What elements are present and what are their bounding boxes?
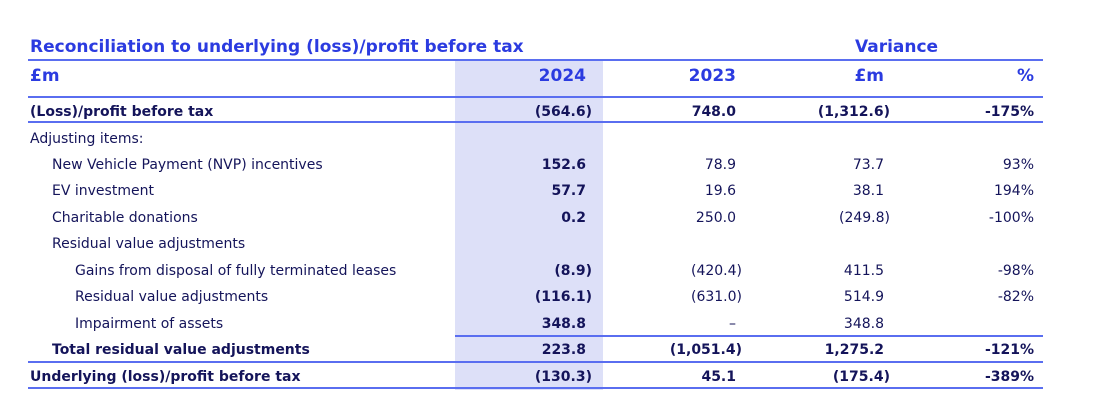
row-label: (Loss)/profit before tax (30, 104, 214, 120)
table-title-row: Reconciliation to underlying (loss)/prof… (0, 34, 1095, 60)
table-title: Reconciliation to underlying (loss)/prof… (30, 37, 524, 57)
variance-pct: -121% (984, 342, 1034, 358)
value-2024: (8.9) (554, 263, 592, 279)
variance-pct: -175% (984, 104, 1034, 120)
value-2023: 45.1 (701, 369, 736, 385)
value-2023: 748.0 (691, 104, 736, 120)
variance-m: 1,275.2 (824, 342, 884, 358)
row-label: Impairment of assets (75, 316, 224, 332)
value-2024: (116.1) (534, 289, 592, 305)
variance-m: 411.5 (843, 263, 884, 279)
variance-m: (249.8) (838, 210, 890, 226)
value-2023: 78.9 (704, 157, 736, 173)
divider (28, 361, 1043, 363)
variance-pct: 93% (1002, 157, 1034, 173)
unit-header: £m (30, 66, 60, 86)
divider (455, 335, 1043, 337)
variance-pct: 194% (993, 183, 1034, 199)
variance-m: 73.7 (852, 157, 884, 173)
table-row: Underlying (loss)/profit before tax (130.… (0, 364, 1095, 390)
row-label: New Vehicle Payment (NVP) incentives (52, 157, 323, 173)
header-2024: 2024 (538, 66, 586, 86)
table-row: Residual value adjustments (116.1) (631.0)… (0, 284, 1095, 310)
value-2024: 223.8 (541, 342, 586, 358)
table-row: Impairment of assets 348.8 – 348.8 (0, 311, 1095, 337)
table-row: EV investment 57.7 19.6 38.1 194% (0, 178, 1095, 204)
value-2023: (420.4) (690, 263, 742, 279)
table-row: Adjusting items: (0, 126, 1095, 152)
value-2023: 19.6 (704, 183, 736, 199)
row-label: EV investment (52, 183, 154, 199)
table-row: (Loss)/profit before tax (564.6) 748.0 (1,3… (0, 99, 1095, 125)
row-label: Charitable donations (52, 210, 198, 226)
divider (28, 121, 1043, 123)
value-2024: 0.2 (561, 210, 586, 226)
header-2023: 2023 (688, 66, 736, 86)
header-variance-pct: % (1016, 66, 1034, 86)
value-2023: (631.0) (690, 289, 742, 305)
variance-pct: -389% (984, 369, 1034, 385)
row-label: Residual value adjustments (75, 289, 269, 305)
variance-pct: -98% (997, 263, 1034, 279)
divider (28, 59, 1043, 61)
table-row: Charitable donations 0.2 250.0 (249.8) -100% (0, 205, 1095, 231)
divider (28, 387, 1043, 389)
value-2024: 152.6 (541, 157, 586, 173)
value-2023: (1,051.4) (669, 342, 742, 358)
value-2023: 250.0 (695, 210, 736, 226)
variance-m: 38.1 (852, 183, 884, 199)
header-row: £m 2024 2023 £m % (0, 63, 1095, 89)
variance-m: (1,312.6) (817, 104, 890, 120)
value-2024: 348.8 (541, 316, 586, 332)
value-2023: – (729, 316, 736, 332)
row-label: Total residual value adjustments (52, 342, 310, 358)
variance-m: 348.8 (843, 316, 884, 332)
value-2024: (564.6) (534, 104, 592, 120)
row-label: Adjusting items: (30, 131, 144, 147)
divider (28, 96, 1043, 98)
table-row: Gains from disposal of fully terminated … (0, 258, 1095, 284)
value-2024: 57.7 (551, 183, 586, 199)
row-label: Gains from disposal of fully terminated … (75, 263, 397, 279)
table-row: Total residual value adjustments 223.8 (1,… (0, 337, 1095, 363)
row-label: Residual value adjustments (52, 236, 246, 252)
variance-m: (175.4) (832, 369, 890, 385)
variance-m: 514.9 (843, 289, 884, 305)
variance-heading: Variance (855, 37, 939, 57)
variance-pct: -82% (997, 289, 1034, 305)
row-label: Underlying (loss)/profit before tax (30, 369, 301, 385)
value-2024: (130.3) (534, 369, 592, 385)
header-variance-m: £m (854, 66, 884, 86)
variance-pct: -100% (988, 210, 1034, 226)
table-row: New Vehicle Payment (NVP) incentives 152.… (0, 152, 1095, 178)
table-row: Residual value adjustments (0, 231, 1095, 257)
